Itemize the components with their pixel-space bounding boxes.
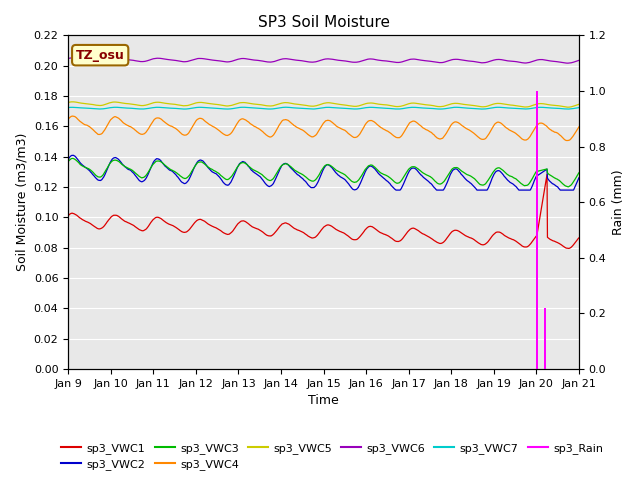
sp3_VWC2 [64, 157, 72, 163]
sp3_VWC1 [64, 213, 72, 218]
sp3_VWC4 [151, 116, 159, 122]
Title: SP3 Soil Moisture: SP3 Soil Moisture [257, 15, 390, 30]
sp3_VWC7 [478, 106, 486, 112]
sp3_VWC7 [344, 106, 351, 111]
sp3_VWC4 [132, 128, 140, 134]
Y-axis label: Rain (mm): Rain (mm) [612, 169, 625, 235]
Line: sp3_VWC4: sp3_VWC4 [68, 116, 579, 141]
sp3_VWC2 [286, 164, 294, 170]
sp3_VWC5 [151, 100, 159, 106]
Line: sp3_VWC2: sp3_VWC2 [68, 156, 579, 190]
Bar [545, 308, 547, 369]
sp3_VWC6 [575, 58, 583, 63]
Bar [545, 308, 546, 369]
sp3_VWC4 [564, 138, 572, 144]
sp3_VWC5 [68, 99, 76, 105]
Y-axis label: Soil Moisture (m3/m3): Soil Moisture (m3/m3) [15, 133, 28, 271]
Line: sp3_VWC1: sp3_VWC1 [68, 174, 579, 249]
sp3_VWC1 [150, 216, 158, 221]
sp3_VWC4 [333, 124, 341, 130]
sp3_VWC4 [286, 119, 294, 125]
sp3_VWC4 [575, 124, 583, 130]
sp3_VWC1 [344, 232, 351, 238]
Line: sp3_VWC3: sp3_VWC3 [68, 158, 579, 187]
X-axis label: Time: Time [308, 395, 339, 408]
sp3_VWC5 [64, 100, 72, 106]
sp3_VWC3 [132, 171, 140, 177]
sp3_VWC7 [286, 105, 294, 110]
sp3_VWC1 [333, 227, 340, 232]
Bar [537, 91, 538, 369]
sp3_VWC6 [344, 59, 351, 64]
sp3_VWC3 [344, 175, 351, 180]
sp3_VWC7 [333, 105, 341, 111]
sp3_VWC7 [575, 105, 583, 110]
Bar [544, 308, 545, 369]
sp3_VWC2 [344, 180, 351, 186]
Bar [536, 91, 538, 369]
Bar [536, 91, 538, 369]
sp3_VWC2 [151, 157, 159, 163]
sp3_VWC4 [237, 117, 244, 122]
sp3_VWC4 [344, 130, 351, 136]
sp3_VWC3 [68, 156, 76, 161]
sp3_VWC6 [286, 56, 294, 62]
sp3_VWC6 [151, 56, 159, 61]
sp3_VWC3 [575, 170, 583, 176]
sp3_VWC7 [282, 104, 290, 110]
sp3_VWC1 [236, 219, 244, 225]
sp3_VWC1 [132, 224, 140, 230]
sp3_VWC2 [69, 153, 77, 158]
Line: sp3_VWC5: sp3_VWC5 [68, 102, 579, 107]
sp3_VWC1 [286, 222, 294, 228]
sp3_VWC4 [68, 113, 76, 119]
sp3_VWC1 [543, 171, 551, 177]
sp3_VWC5 [132, 102, 140, 108]
sp3_VWC1 [575, 235, 583, 240]
sp3_VWC3 [64, 159, 72, 165]
sp3_VWC7 [64, 105, 72, 110]
sp3_VWC3 [286, 163, 294, 169]
Line: sp3_VWC7: sp3_VWC7 [68, 107, 579, 109]
sp3_VWC6 [132, 58, 140, 64]
Text: TZ_osu: TZ_osu [76, 48, 125, 62]
sp3_VWC5 [564, 104, 572, 110]
sp3_VWC7 [150, 105, 158, 110]
sp3_VWC6 [564, 60, 572, 66]
sp3_VWC3 [151, 160, 159, 166]
sp3_VWC5 [575, 101, 583, 107]
sp3_VWC5 [237, 100, 244, 106]
sp3_VWC7 [132, 106, 140, 111]
sp3_VWC2 [575, 175, 583, 180]
sp3_VWC2 [237, 160, 244, 166]
sp3_VWC6 [64, 56, 72, 61]
sp3_VWC6 [333, 57, 341, 63]
Legend: sp3_VWC1, sp3_VWC2, sp3_VWC3, sp3_VWC4, sp3_VWC5, sp3_VWC6, sp3_VWC7, sp3_Rain: sp3_VWC1, sp3_VWC2, sp3_VWC3, sp3_VWC4, … [57, 438, 607, 474]
sp3_VWC6 [237, 56, 244, 61]
sp3_VWC3 [333, 168, 341, 174]
sp3_VWC5 [344, 103, 351, 108]
sp3_VWC5 [286, 100, 294, 106]
sp3_VWC2 [333, 171, 341, 177]
Line: sp3_VWC6: sp3_VWC6 [68, 58, 579, 63]
sp3_VWC6 [68, 55, 76, 61]
sp3_VWC1 [565, 246, 573, 252]
sp3_VWC2 [132, 174, 140, 180]
sp3_VWC3 [564, 184, 572, 190]
sp3_VWC7 [236, 105, 244, 110]
sp3_VWC2 [392, 187, 400, 193]
sp3_VWC4 [64, 117, 72, 122]
sp3_VWC3 [237, 160, 244, 166]
sp3_VWC5 [333, 101, 341, 107]
